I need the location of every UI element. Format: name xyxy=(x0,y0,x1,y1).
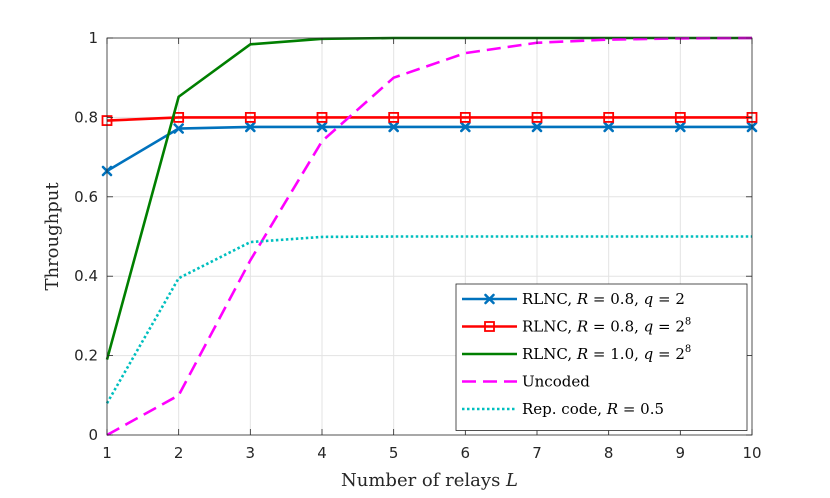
x-tick-label: 1 xyxy=(102,444,112,462)
x-axis-label-var: L xyxy=(505,470,518,491)
y-tick-label: 0.6 xyxy=(74,188,98,206)
data-point-marker xyxy=(388,121,399,133)
data-point-marker xyxy=(316,112,328,123)
x-axis-label-text: Number of relays xyxy=(341,470,506,491)
legend-entry: RLNC, R = 0.8, q = 2 xyxy=(462,290,685,308)
data-point-marker xyxy=(316,121,328,133)
series-line xyxy=(106,116,752,122)
legend: RLNC, R = 0.8, q = 2 RLNC, R = 0.8, q = 2… xyxy=(455,283,748,431)
data-point-marker xyxy=(460,121,471,133)
legend-entry: RLNC, R = 0.8, q = 28 xyxy=(462,317,691,336)
data-point-marker xyxy=(603,112,615,123)
legend-box xyxy=(455,283,748,431)
x-tick-label: 2 xyxy=(174,444,184,462)
legend-swatch-marker xyxy=(484,293,495,305)
legend-label: Uncoded xyxy=(522,373,590,391)
x-tick-label: 4 xyxy=(317,444,327,462)
data-point-marker xyxy=(245,121,256,133)
series-line xyxy=(106,36,753,437)
data-point-marker xyxy=(244,112,256,123)
series-line xyxy=(106,125,752,173)
legend-label: RLNC, R = 1.0, q = 28 xyxy=(522,344,691,363)
x-tick-label: 5 xyxy=(389,444,399,462)
y-tick-label: 0 xyxy=(88,426,98,444)
x-tick-label: 9 xyxy=(676,444,686,462)
data-point-marker xyxy=(603,121,614,133)
y-axis-label: Throughput xyxy=(42,182,63,291)
series-4 xyxy=(106,36,753,437)
legend-label: RLNC, R = 0.8, q = 28 xyxy=(522,317,691,336)
tick-labels: 1 2 3 4 5 6 7 8 9 10 0 0.2 0.4 0.6 0.8 1 xyxy=(74,29,761,462)
data-point-marker xyxy=(173,123,184,134)
plot-frame xyxy=(106,37,753,436)
legend-entry: Rep. code, R = 0.5 xyxy=(462,400,664,418)
x-tick-label: 8 xyxy=(604,444,614,462)
data-point-marker xyxy=(531,121,543,133)
x-tick-label: 6 xyxy=(461,444,471,462)
y-tick-label: 0.4 xyxy=(74,267,98,285)
legend-entry: RLNC, R = 1.0, q = 28 xyxy=(462,344,691,363)
legend-label: Rep. code, R = 0.5 xyxy=(522,400,664,418)
x-tick-label: 7 xyxy=(532,444,542,462)
x-axis-label: Number of relays L xyxy=(341,470,518,491)
y-tick-label: 1 xyxy=(88,29,98,47)
x-tick-label: 10 xyxy=(742,444,761,462)
data-point-marker xyxy=(388,112,400,123)
y-tick-label: 0.2 xyxy=(74,347,98,365)
legend-label: RLNC, R = 0.8, q = 2 xyxy=(522,290,685,308)
x-tick-label: 3 xyxy=(246,444,256,462)
data-point-marker xyxy=(459,112,471,123)
data-point-marker xyxy=(674,112,686,123)
legend-entry: Uncoded xyxy=(462,373,590,391)
y-tick-label: 0.8 xyxy=(74,108,98,126)
data-point-marker xyxy=(531,112,543,123)
legend-swatch-marker xyxy=(484,321,495,332)
data-point-marker xyxy=(675,121,686,133)
